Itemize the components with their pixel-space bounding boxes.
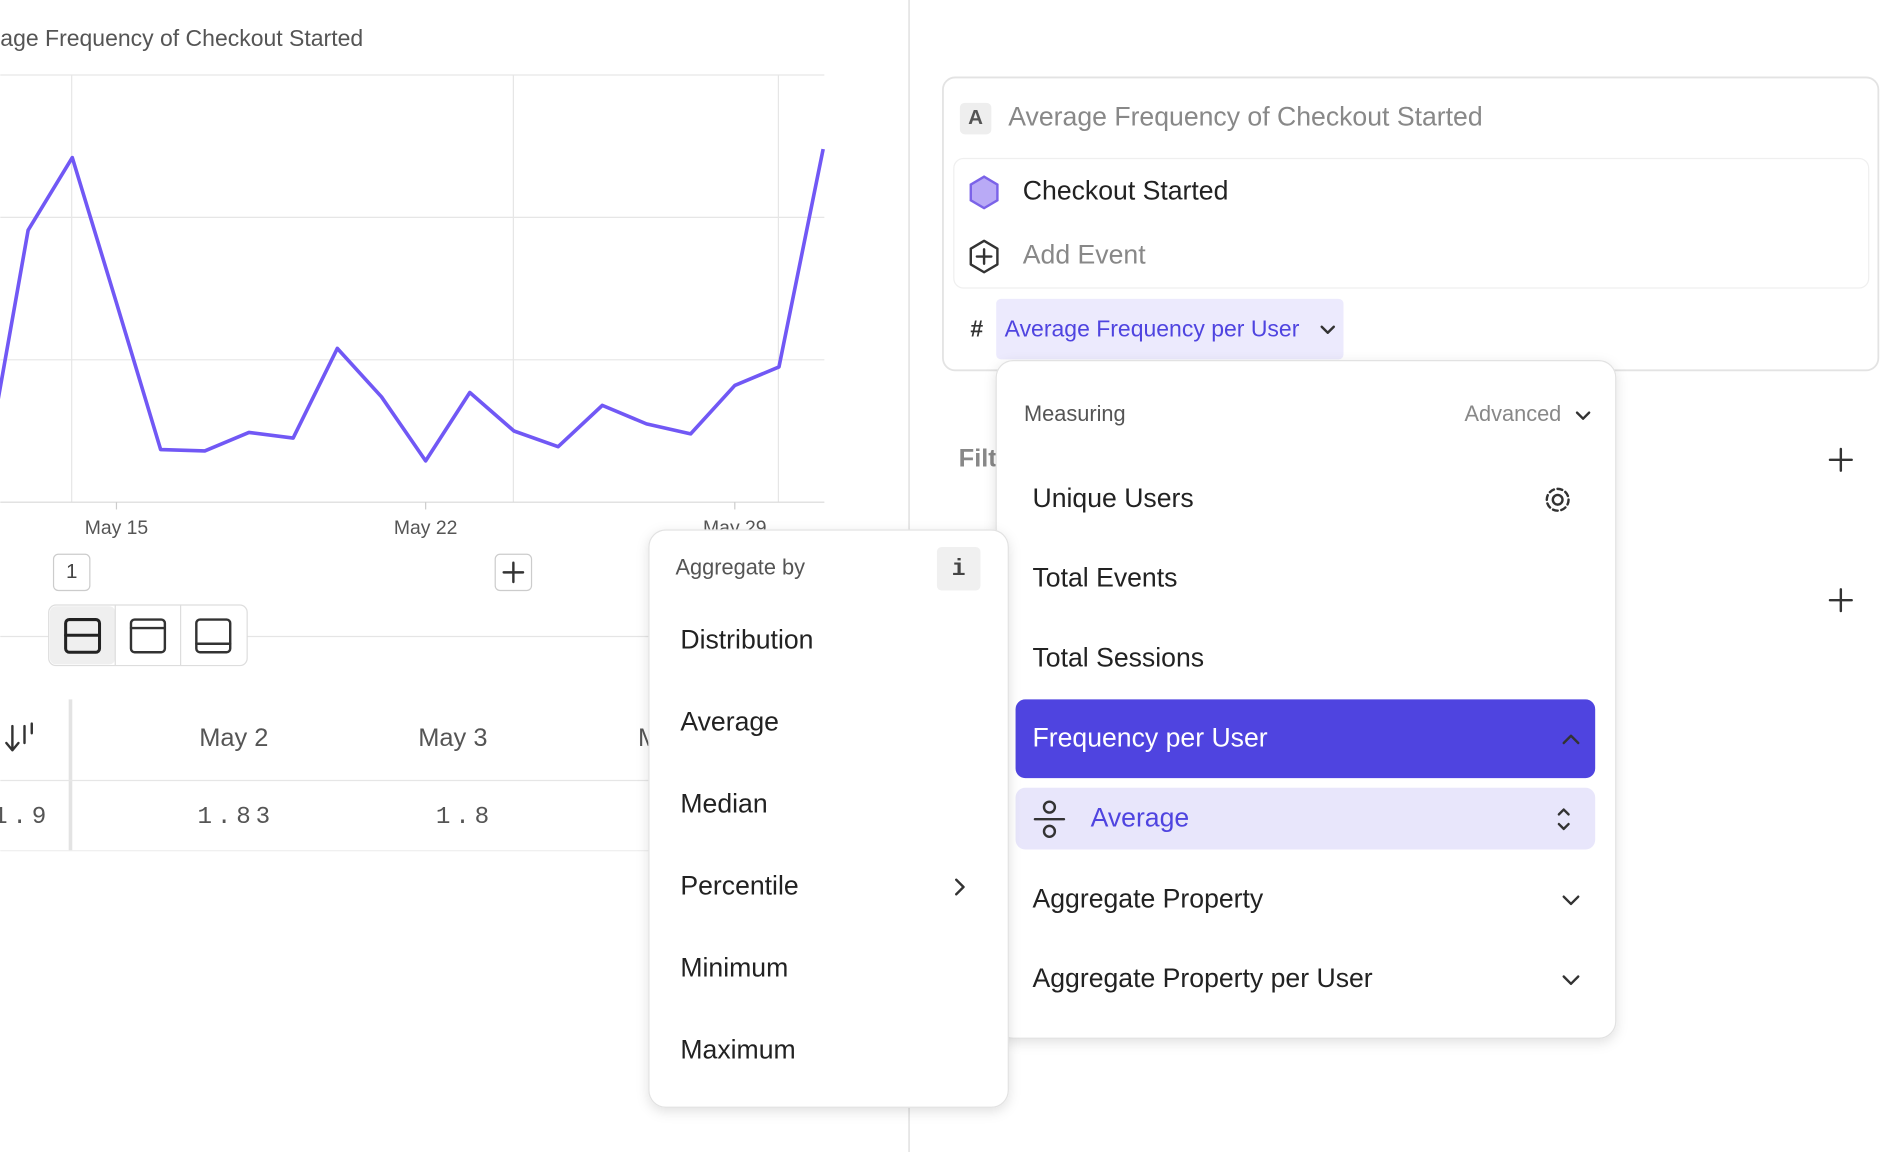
measure-symbol: # <box>970 315 983 341</box>
menu-item[interactable]: Total Events <box>1032 563 1177 593</box>
plus-icon <box>502 561 525 584</box>
layout-top-icon[interactable] <box>129 618 167 654</box>
menu-title: Aggregate by <box>676 554 806 579</box>
menu-item[interactable]: Percentile <box>680 871 798 901</box>
measure-label: Average Frequency per User <box>1005 315 1300 341</box>
menu-item[interactable]: Aggregate Property <box>1032 883 1263 913</box>
menu-item[interactable]: Unique Users <box>1032 483 1193 513</box>
add-filter[interactable] <box>1828 447 1853 472</box>
chevron <box>1562 895 1580 906</box>
add-event[interactable]: Add Event <box>1023 240 1146 270</box>
layout-bottom-icon[interactable] <box>195 618 232 654</box>
cell-total: 1.9 <box>0 804 51 831</box>
x-tick-label: May 15 <box>85 517 149 539</box>
chevron <box>1562 975 1580 986</box>
aggregate-items: Distribution Average Median Percentile Minim… <box>680 624 813 1064</box>
data-line <box>0 148 825 463</box>
badge <box>959 102 992 135</box>
filter-label: Filt <box>959 445 998 473</box>
event-box <box>953 157 1870 289</box>
average-icon <box>1033 800 1066 838</box>
layout-split-icon[interactable] <box>64 618 102 654</box>
page-number: 1 <box>66 560 77 583</box>
sub-item: Average <box>1091 802 1190 832</box>
add-event-icon[interactable] <box>969 239 999 274</box>
menu-item[interactable]: Total Sessions <box>1032 643 1204 673</box>
chevron <box>1562 734 1580 745</box>
menu-item-selected[interactable] <box>1015 699 1596 779</box>
chevron <box>1320 325 1336 334</box>
page-button[interactable] <box>52 553 91 592</box>
chevron <box>955 878 965 896</box>
add-breakdown[interactable] <box>1828 588 1853 613</box>
column-header[interactable]: May 3 <box>418 724 487 752</box>
menu-item[interactable]: Aggregate Property per User <box>1032 963 1372 993</box>
sub-item-bg[interactable] <box>1015 787 1596 850</box>
cell: 1.83 <box>198 804 275 831</box>
menu-item[interactable]: Average <box>680 706 779 736</box>
chevron <box>1575 411 1591 420</box>
menu-item[interactable]: Distribution <box>680 624 813 654</box>
chart-title: age Frequency of Checkout Started <box>0 25 363 51</box>
info-label: i <box>952 556 966 582</box>
menu-item[interactable]: Minimum <box>680 953 788 983</box>
plot: May 15 May 22 May 29 <box>0 74 825 539</box>
event-name[interactable]: Checkout Started <box>1023 175 1229 205</box>
column-header[interactable]: May 2 <box>199 724 268 752</box>
cell: 1.8 <box>436 804 494 831</box>
menu-item[interactable]: Maximum <box>680 1035 795 1065</box>
aggregate-menu <box>648 529 1009 1108</box>
menu-item: Frequency per User <box>1032 722 1267 752</box>
settings-icon[interactable] <box>1545 487 1570 512</box>
menu-item[interactable]: Median <box>680 788 767 818</box>
info-button[interactable] <box>936 546 981 591</box>
sort-icon[interactable] <box>5 722 33 752</box>
badge-label: A <box>968 106 983 129</box>
x-tick-label: May 22 <box>394 517 458 539</box>
event-icon <box>969 175 999 210</box>
updown-icon <box>1557 808 1570 831</box>
measure-pill[interactable] <box>996 298 1344 360</box>
metric-name[interactable]: Average Frequency of Checkout Started <box>1008 102 1482 132</box>
menu-title: Measuring <box>1024 401 1126 426</box>
advanced-toggle[interactable]: Advanced <box>1464 401 1561 426</box>
